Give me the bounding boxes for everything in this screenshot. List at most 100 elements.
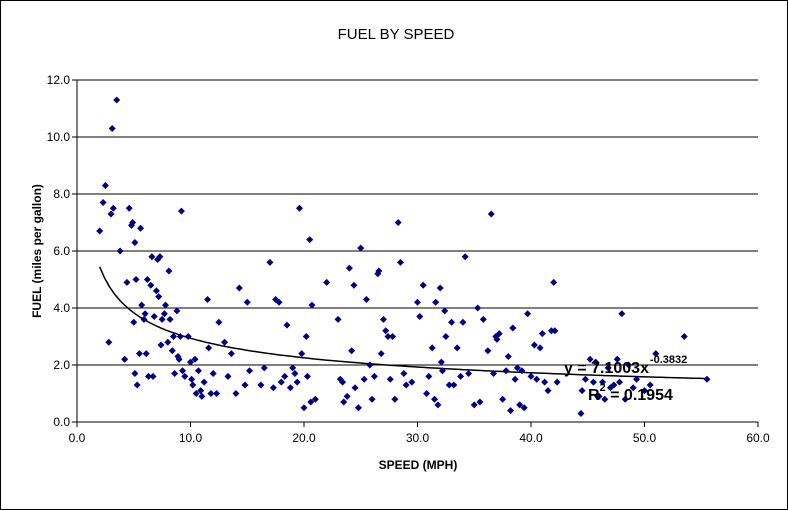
data-point [360,375,368,383]
data-point [384,333,392,340]
data-point [298,350,306,358]
data-point [490,370,498,378]
data-point [461,253,469,261]
data-point [213,390,221,397]
data-point [215,318,223,326]
chart-title: FUEL BY SPEED [338,26,455,43]
data-point [504,352,512,360]
data-point [293,378,301,386]
data-point [289,364,297,372]
data-point [156,253,164,261]
data-point [476,398,484,406]
data-point [300,404,308,412]
data-point [538,330,546,338]
data-point [502,367,510,375]
x-tick-label: 60.0 [746,431,770,445]
data-point [680,333,688,340]
data-point [189,381,197,389]
data-point [400,370,408,378]
data-point [621,395,629,403]
data-point [382,327,390,335]
data-point [613,355,621,363]
data-point [281,372,289,380]
data-point [160,310,168,318]
data-point [357,244,365,252]
data-point [428,344,436,352]
data-point [703,375,711,383]
data-point [137,224,145,232]
data-point [423,390,431,397]
data-point [578,387,586,395]
data-point [633,375,641,383]
data-point [147,281,155,289]
y-tick-labels: 0.0 2.0 4.0 6.0 8.0 10.0 12.0 [47,73,71,429]
data-point [132,276,140,283]
data-point [165,267,173,275]
r-squared-exponent: 2 [600,382,606,394]
r-squared-label: R [588,387,600,404]
data-point [123,278,131,286]
data-point [536,344,544,352]
x-axis-title: SPEED (MPH) [379,458,458,472]
data-point [188,375,196,383]
data-point [291,370,299,378]
data-point [334,315,342,323]
data-point [108,124,116,132]
data-point [520,404,528,412]
data-point [544,387,552,395]
data-point [109,204,117,212]
data-point [125,204,133,212]
data-point [131,238,139,246]
data-point [155,293,163,301]
data-point [129,219,137,226]
x-tick-labels: 0.0 10.0 20.0 30.0 40.0 50.0 60.0 [69,431,770,445]
y-axis-title: FUEL (miles per gallon) [30,184,44,318]
data-point [601,395,609,403]
data-point [646,381,654,389]
data-point [416,313,424,321]
data-point [553,378,561,386]
data-point [323,278,331,286]
data-point [169,333,177,340]
data-point [138,301,146,309]
data-point [386,375,394,383]
data-point [200,378,208,386]
data-point [629,384,637,392]
data-point [96,227,104,235]
data-point [303,372,311,380]
trendline [99,266,707,380]
data-point [197,387,205,395]
data-point [209,370,217,378]
data-point [513,364,521,372]
data-point [391,395,399,403]
data-point [243,298,251,306]
data-point [394,219,402,226]
data-point [307,398,315,406]
data-point [402,381,410,389]
data-point [177,207,185,215]
data-point [551,327,559,335]
data-point [448,318,456,326]
data-point [550,278,558,286]
data-point [345,264,353,272]
data-point [348,347,356,355]
data-point [438,367,446,375]
data-point [166,315,174,323]
y-tick-label: 4.0 [53,301,70,315]
data-point [350,281,358,289]
data-point [179,367,187,375]
data-point [509,324,517,332]
trendline-r-squared: R2 = 0.1954 [588,382,673,404]
data-point [207,390,215,397]
data-point [171,370,179,378]
data-point [286,384,294,392]
data-point [618,310,626,318]
data-point [198,392,206,400]
data-point [141,310,149,318]
data-point [431,395,439,403]
data-point [260,364,268,372]
data-point [586,355,594,363]
data-point [308,301,316,309]
